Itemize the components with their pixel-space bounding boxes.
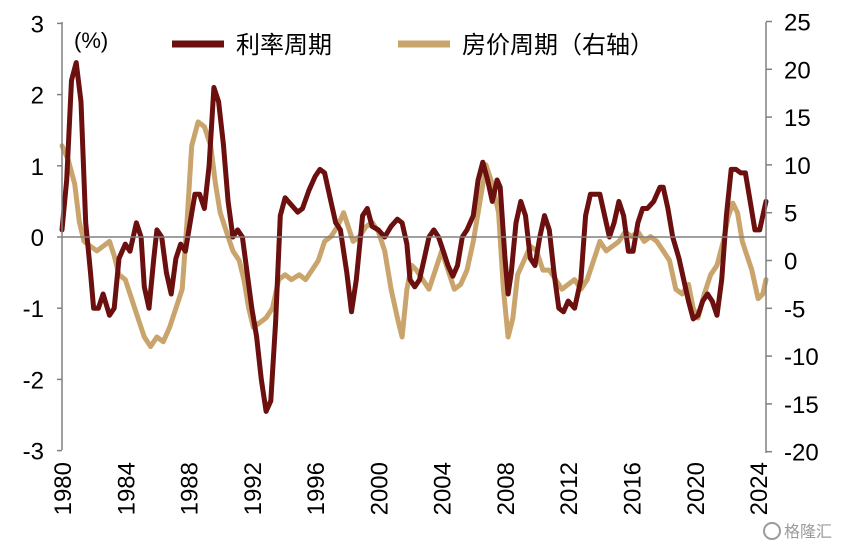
right-y-tick-label: -20 — [784, 440, 819, 467]
watermark-logo-icon — [763, 522, 781, 540]
x-tick-label: 2020 — [683, 462, 710, 515]
left-y-tick-label: 1 — [31, 154, 44, 181]
plot-lines — [59, 60, 769, 414]
series-line-rate — [59, 60, 769, 414]
left-y-tick-label: 2 — [31, 83, 44, 110]
x-tick-label: 1992 — [240, 462, 267, 515]
right-y-tick-label: 10 — [784, 153, 811, 180]
x-ticks: 1980 1984 1988 1992 1996 2000 2004 2008 2012 2016… — [50, 462, 773, 515]
x-tick-label: 2012 — [556, 462, 583, 515]
left-y-tick-label: -2 — [23, 367, 44, 394]
left-y-tick-label: 3 — [31, 11, 44, 38]
right-y-tick-label: -5 — [784, 296, 805, 323]
unit-label: (%) — [74, 28, 108, 53]
right-y-ticks: 25 20 15 10 5 0 -5 -10 -15 -20 — [766, 10, 819, 467]
watermark-text: 格隆汇 — [784, 522, 832, 541]
x-tick-label: 1996 — [303, 462, 330, 515]
right-y-tick-label: 20 — [784, 57, 811, 84]
right-y-tick-label: -10 — [784, 344, 819, 371]
axes — [61, 22, 767, 453]
legend-label-rate: 利率周期 — [236, 31, 332, 59]
x-tick-label: 1988 — [177, 462, 204, 515]
right-y-tick-label: -15 — [784, 392, 819, 419]
left-y-ticks: 3 2 1 0 -1 -2 -3 — [23, 11, 62, 466]
series-line-house — [59, 119, 769, 349]
left-y-tick-label: 0 — [31, 225, 44, 252]
legend-label-house: 房价周期（右轴） — [462, 31, 654, 59]
x-tick-label: 2008 — [493, 462, 520, 515]
x-tick-label: 1980 — [50, 462, 77, 515]
right-y-tick-label: 0 — [784, 249, 797, 276]
left-y-tick-label: -1 — [23, 296, 44, 323]
x-tick-label: 2016 — [620, 462, 647, 515]
x-tick-label: 1984 — [113, 462, 140, 515]
x-tick-label: 2000 — [366, 462, 393, 515]
right-y-tick-label: 5 — [784, 201, 797, 228]
x-tick-label: 2004 — [430, 462, 457, 515]
watermark: 格隆汇 — [763, 522, 832, 541]
left-y-tick-label: -3 — [23, 439, 44, 466]
x-tick-label: 2024 — [746, 462, 773, 515]
right-y-tick-label: 25 — [784, 10, 811, 37]
legend: 利率周期 房价周期（右轴） — [172, 31, 654, 59]
right-y-tick-label: 15 — [784, 105, 811, 132]
